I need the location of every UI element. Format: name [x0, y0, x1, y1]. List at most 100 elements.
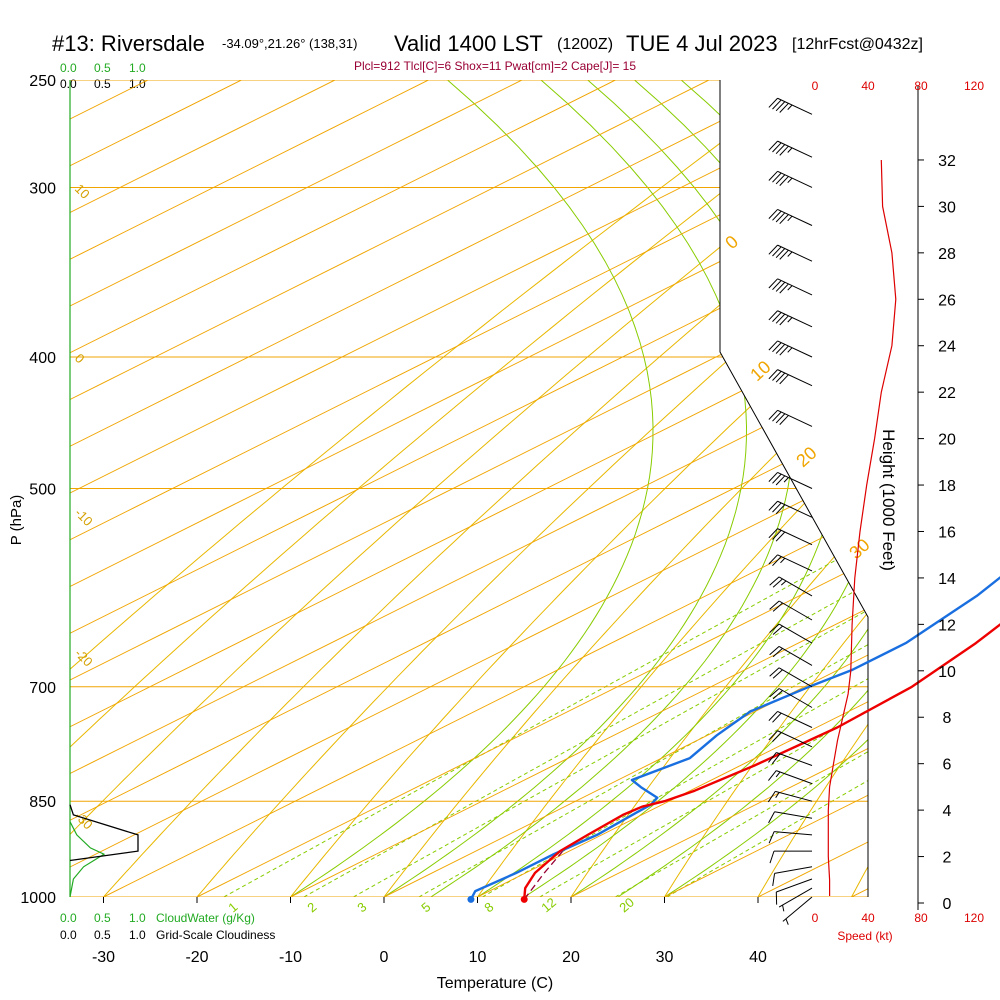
isotherm: [84, 80, 868, 897]
isotherm: [70, 80, 868, 897]
height-axis-title: Height (1000 Feet): [879, 429, 898, 571]
height-tick-label: 0: [943, 896, 952, 913]
barb-half: [787, 251, 793, 257]
wind-barb: [768, 278, 813, 296]
height-tick-label: 16: [938, 524, 956, 541]
dry-adiabat-label: -10: [72, 505, 96, 529]
wind-barb: [782, 896, 813, 925]
barb-full: [779, 102, 789, 113]
wind-barb: [768, 831, 813, 844]
dry-adiabat: [551, 80, 868, 897]
speed-tick-top: 40: [861, 79, 875, 93]
mixing-ratio-label: 5: [418, 899, 433, 915]
isotherm: [551, 80, 868, 897]
barb-full: [768, 770, 777, 781]
height-tick-label: 30: [938, 199, 956, 216]
barb-half: [787, 347, 793, 353]
barb-full: [772, 648, 783, 658]
dry-adiabat: [741, 80, 868, 897]
background-lines: [70, 80, 868, 897]
wind-barb: [768, 310, 813, 328]
dry-adiabat: [70, 80, 868, 897]
x-tick-label: 40: [749, 949, 767, 966]
barb-full: [768, 730, 778, 741]
forecast-label: [12hrFcst@0432z]: [792, 36, 923, 53]
wind-barb: [769, 576, 813, 597]
speed-tick-top: 120: [964, 79, 984, 93]
wind-barb: [768, 554, 813, 572]
wind-barb: [778, 887, 813, 912]
barb-half: [787, 147, 793, 153]
speed-profile-line: [827, 159, 897, 896]
wind-barb: [768, 730, 813, 748]
barb-half: [787, 104, 793, 110]
barb-full: [775, 531, 786, 542]
barb-full: [769, 688, 780, 698]
barb-full: [779, 283, 789, 294]
wind-barb: [769, 667, 813, 688]
p-tick-label: 850: [29, 794, 56, 811]
barb-full: [772, 99, 782, 110]
barb-full: [772, 732, 782, 742]
isotherm: [458, 80, 868, 897]
utc-time: (1200Z): [557, 36, 613, 53]
barb-full: [768, 97, 778, 108]
barb-staff: [778, 667, 813, 688]
cloud-scale-bottom-green-2: 1.0: [129, 911, 146, 925]
barb-full: [779, 374, 789, 385]
isotherm-label: 20: [792, 443, 820, 471]
height-tick-label: 4: [943, 803, 952, 820]
barb-full: [775, 144, 786, 155]
isotherm: [70, 80, 528, 897]
barb-half: [782, 904, 785, 912]
cloud-water-line: [69, 821, 106, 898]
barb-full: [775, 475, 786, 486]
barb-full: [768, 310, 778, 321]
wind-barb: [768, 811, 813, 824]
barb-full: [768, 472, 778, 482]
barb-full: [779, 415, 789, 425]
barb-half: [787, 177, 793, 184]
barb-full: [768, 554, 778, 565]
barb-full: [768, 244, 778, 255]
barb-full: [769, 600, 780, 610]
x-axis-title: Temperature (C): [437, 975, 553, 992]
isotherm: [70, 80, 868, 897]
isotherm: [70, 80, 715, 897]
wind-barb: [768, 97, 813, 115]
x-tick-label: 20: [562, 949, 580, 966]
moist-adiabat: [244, 80, 654, 897]
wind-barb: [769, 600, 813, 621]
speed-tick-bottom: 40: [861, 911, 875, 925]
isotherm: [70, 80, 868, 897]
barb-full: [772, 690, 783, 700]
barb-full: [772, 280, 782, 291]
barb-full: [768, 409, 778, 420]
barb-half: [775, 792, 780, 798]
wind-barb: [768, 208, 813, 226]
barb-full: [772, 712, 782, 723]
speed-tick-bottom: 120: [964, 911, 984, 925]
barb-staff: [778, 623, 813, 644]
barb-full: [769, 667, 780, 677]
barb-staff: [778, 600, 813, 621]
barb-full: [769, 646, 780, 656]
isotherm: [177, 80, 868, 897]
barb-staff: [777, 409, 813, 427]
barb-full: [772, 142, 782, 153]
isotherm: [70, 80, 868, 897]
barb-full: [775, 174, 786, 185]
barb-half: [775, 771, 781, 778]
barb-staff: [778, 645, 813, 666]
barb-full: [768, 340, 778, 351]
dry-adiabat: [70, 80, 838, 897]
isotherm: [70, 80, 868, 897]
x-tick-label: 10: [469, 949, 487, 966]
barb-half: [780, 580, 787, 586]
barb-staff: [774, 811, 813, 819]
barb-full: [772, 578, 783, 588]
height-tick-label: 22: [938, 385, 956, 402]
station-coords: -34.09°,21.26° (138,31): [222, 36, 357, 51]
x-tick-label: 0: [380, 949, 389, 966]
isotherm: [364, 80, 868, 897]
